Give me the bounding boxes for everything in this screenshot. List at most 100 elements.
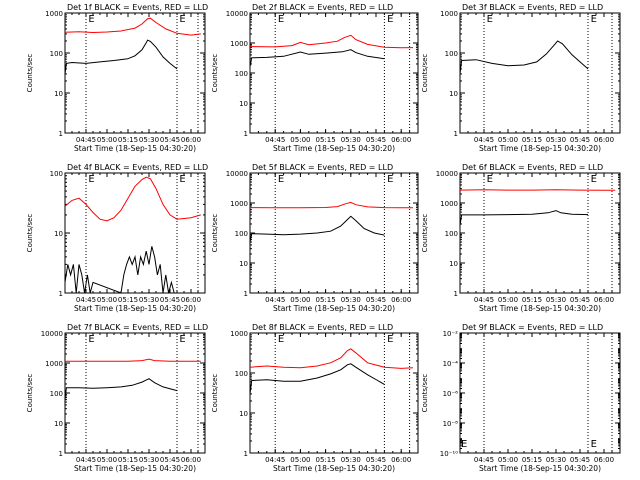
series-line-lld xyxy=(249,201,413,209)
chart-panel: Det 8f BLACK = Events, RED = LLD 1 10 100 10… xyxy=(211,323,419,473)
y-tick-label: 1 xyxy=(244,450,248,458)
e-marker: E xyxy=(387,14,393,25)
y-axis-label: Counts/sec xyxy=(26,214,34,253)
chart-title: Det 2f BLACK = Events, RED = LLD xyxy=(252,3,393,12)
y-tick-label: 1 xyxy=(454,130,458,138)
x-tick-label: 05:30 xyxy=(341,296,361,304)
x-axis-label: Start Time (18-Sep-15 04:30:20) xyxy=(479,304,601,313)
chart-panel: Det 4f BLACK = Events, RED = LLD 1 10 100 04… xyxy=(26,163,208,313)
x-tick-label: 05:00 xyxy=(498,456,518,464)
chart-title: Det 7f BLACK = Events, RED = LLD xyxy=(67,323,208,332)
chart-title: Det 9f BLACK = Events, RED = LLD xyxy=(462,323,603,332)
x-tick-label: 06:00 xyxy=(181,136,201,144)
y-axis-label: Counts/sec xyxy=(26,54,34,93)
y-tick-label: 1 xyxy=(244,290,248,298)
x-axis-label: Start Time (18-Sep-15 04:30:20) xyxy=(273,464,395,473)
x-tick-label: 06:00 xyxy=(181,296,201,304)
x-tick-label: 05:15 xyxy=(118,456,138,464)
series-line-events xyxy=(459,210,589,226)
e-marker: E xyxy=(591,14,597,25)
x-tick-label: 06:00 xyxy=(594,296,614,304)
y-tick-label: 1 xyxy=(59,450,63,458)
x-tick-label: 05:00 xyxy=(290,296,310,304)
x-tick-label: 05:30 xyxy=(139,296,159,304)
x-tick-label: 05:45 xyxy=(570,136,590,144)
chart-title: Det 4f BLACK = Events, RED = LLD xyxy=(67,163,208,172)
x-tick-label: 05:15 xyxy=(316,296,336,304)
y-tick-label: 10⁻² xyxy=(443,330,459,338)
series-line-lld xyxy=(65,358,201,362)
x-tick-label: 05:45 xyxy=(570,456,590,464)
x-tick-label: 06:00 xyxy=(391,456,411,464)
x-tick-label: 05:30 xyxy=(546,296,566,304)
x-tick-label: 05:30 xyxy=(139,136,159,144)
y-tick-label: 1000 xyxy=(440,200,458,208)
x-axis-label: Start Time (18-Sep-15 04:30:20) xyxy=(74,144,196,153)
y-axis-label: Counts/sec xyxy=(421,214,429,253)
chart-title: Det 5f BLACK = Events, RED = LLD xyxy=(252,163,393,172)
x-tick-label: 05:30 xyxy=(139,456,159,464)
x-axis-label: Start Time (18-Sep-15 04:30:20) xyxy=(273,144,395,153)
y-tick-label: 10000 xyxy=(226,170,248,178)
x-tick-label: 04:45 xyxy=(265,136,285,144)
x-tick-label: 05:15 xyxy=(522,136,542,144)
y-axis-label: Counts/sec xyxy=(26,374,34,413)
x-tick-label: 05:15 xyxy=(118,136,138,144)
x-tick-label: 04:45 xyxy=(474,456,494,464)
y-axis-label: Counts/sec xyxy=(421,54,429,93)
series-line-events xyxy=(249,215,385,243)
e-marker: E xyxy=(278,334,284,345)
x-tick-label: 05:30 xyxy=(546,456,566,464)
y-tick-label: 10000 xyxy=(226,10,248,18)
y-tick-label: 10 xyxy=(54,90,63,98)
series-line-lld xyxy=(459,189,616,191)
x-axis-label: Start Time (18-Sep-15 04:30:20) xyxy=(273,304,395,313)
x-tick-label: 05:45 xyxy=(570,296,590,304)
x-tick-label: 04:45 xyxy=(76,136,96,144)
x-tick-label: 05:15 xyxy=(316,456,336,464)
y-tick-label: 1 xyxy=(59,290,63,298)
series-line-events xyxy=(64,39,178,74)
series-line-events xyxy=(249,363,385,394)
x-tick-label: 05:30 xyxy=(546,136,566,144)
y-tick-label: 100 xyxy=(445,50,458,58)
y-tick-label: 1 xyxy=(59,130,63,138)
x-tick-label: 05:45 xyxy=(160,136,180,144)
x-axis-label: Start Time (18-Sep-15 04:30:20) xyxy=(74,464,196,473)
y-tick-label: 100 xyxy=(50,170,63,178)
e-marker: E xyxy=(461,439,467,450)
y-tick-label: 10 xyxy=(239,100,248,108)
y-tick-label: 100 xyxy=(235,230,248,238)
y-tick-label: 100 xyxy=(235,70,248,78)
e-marker: E xyxy=(387,334,393,345)
e-marker: E xyxy=(88,14,94,25)
x-tick-label: 04:45 xyxy=(76,456,96,464)
x-tick-label: 05:00 xyxy=(290,456,310,464)
x-axis-label: Start Time (18-Sep-15 04:30:20) xyxy=(74,304,196,313)
x-tick-label: 04:45 xyxy=(474,296,494,304)
e-marker: E xyxy=(88,174,94,185)
y-axis-label: Counts/sec xyxy=(421,374,429,413)
x-tick-label: 04:45 xyxy=(76,296,96,304)
x-tick-label: 05:45 xyxy=(366,296,386,304)
x-tick-label: 05:45 xyxy=(160,296,180,304)
x-axis-label: Start Time (18-Sep-15 04:30:20) xyxy=(479,464,601,473)
e-marker: E xyxy=(387,174,393,185)
x-tick-label: 06:00 xyxy=(594,136,614,144)
y-tick-label: 10000 xyxy=(436,170,458,178)
x-tick-label: 05:00 xyxy=(498,296,518,304)
y-tick-label: 100 xyxy=(445,230,458,238)
series-line-lld xyxy=(64,176,201,222)
y-axis-label: Counts/sec xyxy=(211,214,219,253)
e-marker: E xyxy=(179,14,185,25)
x-tick-label: 05:30 xyxy=(341,456,361,464)
x-tick-label: 05:45 xyxy=(366,456,386,464)
e-marker: E xyxy=(179,174,185,185)
y-tick-label: 10 xyxy=(449,260,458,268)
series-line-events xyxy=(64,378,178,400)
chart-panel: Det 2f BLACK = Events, RED = LLD 1 10 100 10… xyxy=(211,3,419,153)
x-axis-label: Start Time (18-Sep-15 04:30:20) xyxy=(479,144,601,153)
e-marker: E xyxy=(278,14,284,25)
y-tick-label: 10 xyxy=(449,90,458,98)
